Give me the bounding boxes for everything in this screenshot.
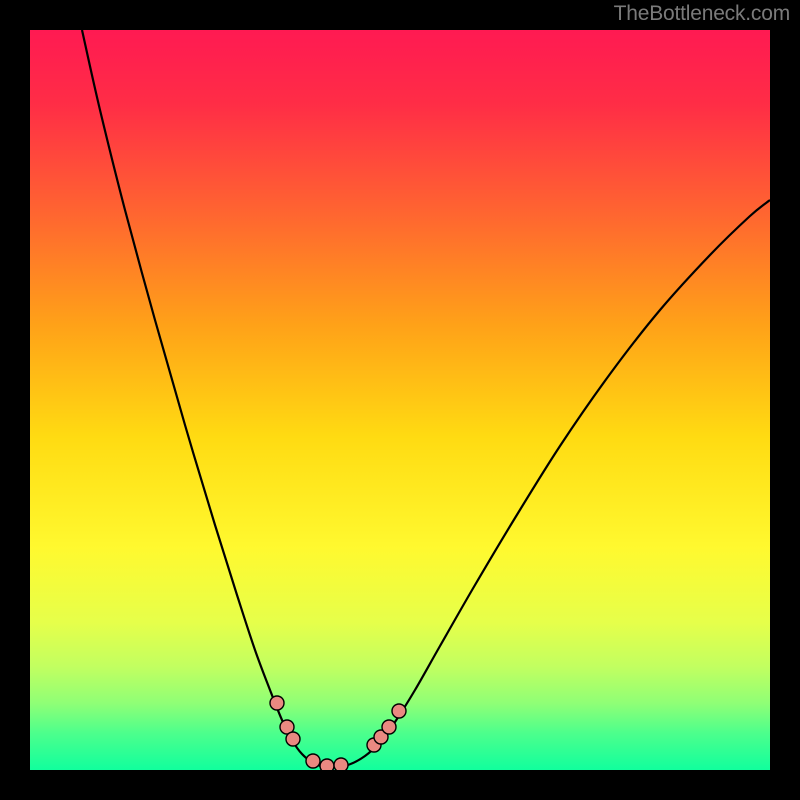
watermark-text: TheBottleneck.com (614, 2, 790, 26)
marker-point (392, 704, 406, 718)
marker-point (334, 758, 348, 770)
marker-point (286, 732, 300, 746)
marker-point (382, 720, 396, 734)
bottleneck-chart (30, 30, 770, 770)
marker-point (306, 754, 320, 768)
gradient-background (30, 30, 770, 770)
chart-frame (30, 30, 770, 770)
marker-point (270, 696, 284, 710)
marker-point (320, 759, 334, 770)
